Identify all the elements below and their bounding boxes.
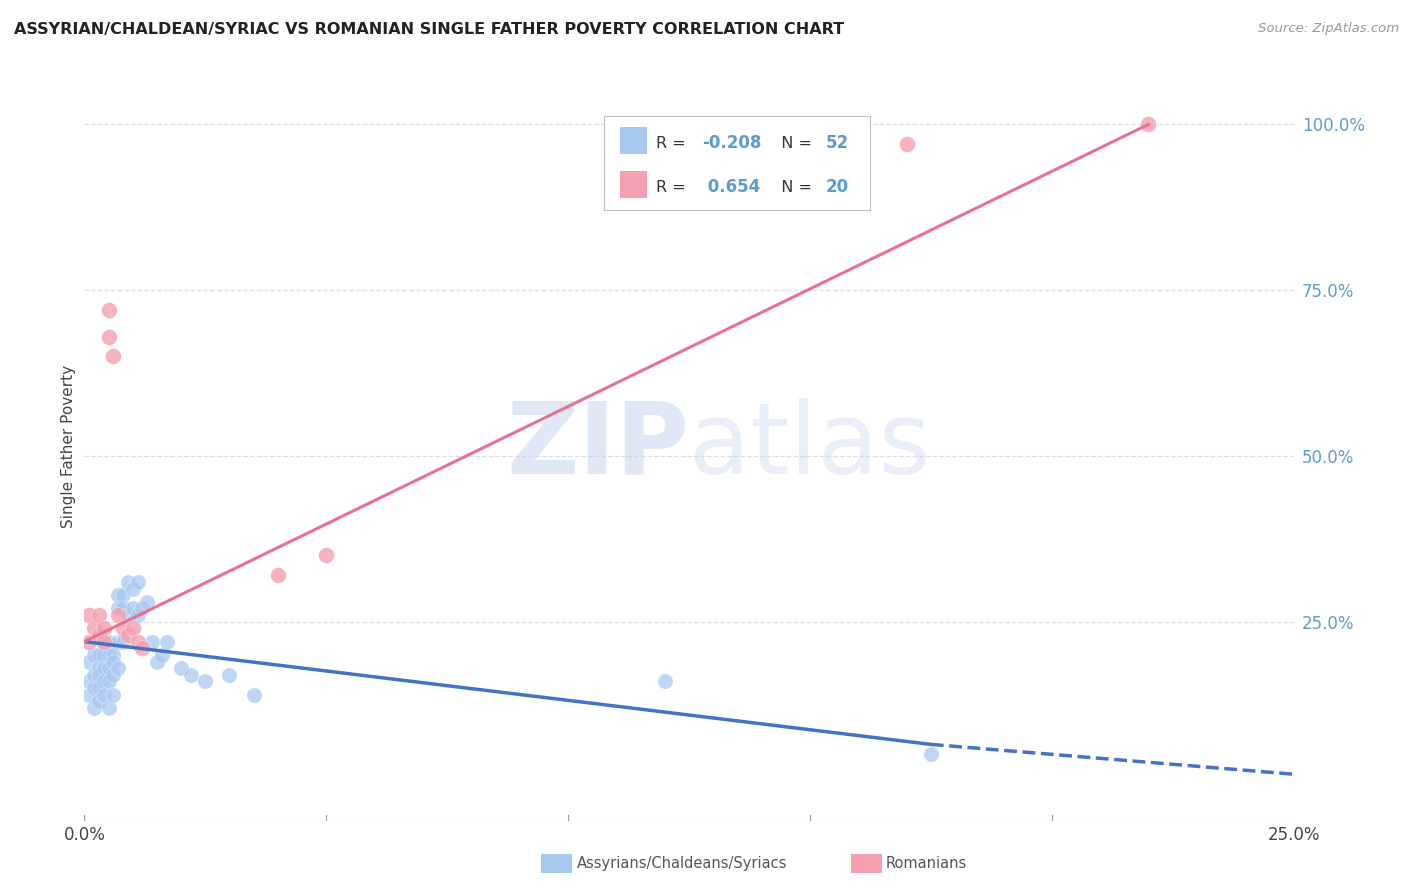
Point xyxy=(77,674,100,689)
Text: 0.654: 0.654 xyxy=(702,178,761,196)
Point xyxy=(136,595,159,609)
FancyBboxPatch shape xyxy=(605,116,870,210)
Point xyxy=(107,661,129,675)
Point xyxy=(97,329,120,343)
Point xyxy=(107,608,129,623)
Point xyxy=(103,667,125,681)
Text: atlas: atlas xyxy=(689,398,931,494)
Point xyxy=(112,634,135,648)
Point xyxy=(131,641,153,656)
Bar xyxy=(620,127,647,154)
Point xyxy=(117,574,139,589)
Point xyxy=(97,674,120,689)
Point xyxy=(920,747,942,762)
Point xyxy=(315,549,337,563)
Text: R =: R = xyxy=(657,180,696,194)
Text: Romanians: Romanians xyxy=(886,856,967,871)
Point xyxy=(121,621,143,635)
Point xyxy=(141,634,163,648)
Point xyxy=(83,648,105,662)
Point xyxy=(112,621,135,635)
Point xyxy=(77,608,100,623)
Point xyxy=(117,608,139,623)
Point xyxy=(117,628,139,642)
Point xyxy=(87,661,110,675)
Point xyxy=(97,634,120,648)
Point xyxy=(194,674,217,689)
Point xyxy=(97,303,120,318)
Point xyxy=(170,661,193,675)
Point xyxy=(93,621,115,635)
Point xyxy=(77,655,100,669)
Point xyxy=(97,701,120,715)
Point xyxy=(83,621,105,635)
Point xyxy=(103,688,125,702)
Point xyxy=(107,634,129,648)
Point xyxy=(896,137,918,152)
Point xyxy=(218,667,240,681)
Text: N =: N = xyxy=(770,136,817,151)
Point xyxy=(146,655,169,669)
Point xyxy=(93,674,115,689)
Point xyxy=(77,688,100,702)
Point xyxy=(1137,117,1160,131)
Bar xyxy=(620,170,647,198)
Point xyxy=(83,701,105,715)
Point xyxy=(97,661,120,675)
Point xyxy=(103,350,125,364)
Point xyxy=(93,648,115,662)
Point xyxy=(155,634,177,648)
Point xyxy=(87,681,110,695)
Point xyxy=(127,574,149,589)
Point xyxy=(93,688,115,702)
Point xyxy=(93,634,115,648)
Text: 52: 52 xyxy=(825,135,849,153)
Point xyxy=(267,568,290,582)
Text: 20: 20 xyxy=(825,178,849,196)
Point xyxy=(103,648,125,662)
Point xyxy=(654,674,676,689)
Point xyxy=(127,608,149,623)
Text: ZIP: ZIP xyxy=(506,398,689,494)
Point xyxy=(150,648,173,662)
Point xyxy=(131,601,153,615)
Point xyxy=(87,694,110,708)
Point xyxy=(77,634,100,648)
Point xyxy=(121,601,143,615)
Text: ASSYRIAN/CHALDEAN/SYRIAC VS ROMANIAN SINGLE FATHER POVERTY CORRELATION CHART: ASSYRIAN/CHALDEAN/SYRIAC VS ROMANIAN SIN… xyxy=(14,22,844,37)
Point xyxy=(103,655,125,669)
Text: -0.208: -0.208 xyxy=(702,135,762,153)
Point xyxy=(112,588,135,602)
Point xyxy=(87,667,110,681)
Point xyxy=(93,661,115,675)
Point xyxy=(127,634,149,648)
Point xyxy=(93,634,115,648)
Point xyxy=(83,681,105,695)
Text: Assyrians/Chaldeans/Syriacs: Assyrians/Chaldeans/Syriacs xyxy=(576,856,787,871)
Text: R =: R = xyxy=(657,136,692,151)
Point xyxy=(121,582,143,596)
Point xyxy=(107,601,129,615)
Point xyxy=(97,648,120,662)
Point xyxy=(107,588,129,602)
Point xyxy=(180,667,202,681)
Point xyxy=(87,648,110,662)
Point xyxy=(87,608,110,623)
Point xyxy=(83,667,105,681)
Point xyxy=(112,601,135,615)
Point xyxy=(242,688,264,702)
Text: Source: ZipAtlas.com: Source: ZipAtlas.com xyxy=(1258,22,1399,36)
Point xyxy=(87,628,110,642)
Text: N =: N = xyxy=(770,180,817,194)
Y-axis label: Single Father Poverty: Single Father Poverty xyxy=(60,365,76,527)
